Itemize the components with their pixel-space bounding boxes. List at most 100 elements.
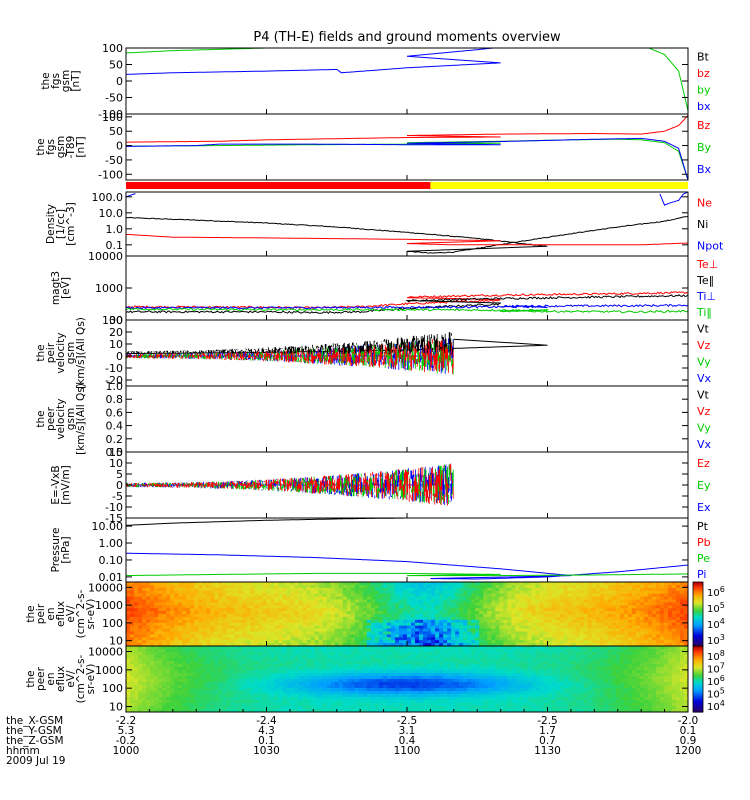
heat-cell — [547, 643, 553, 646]
heat-cell — [487, 619, 492, 624]
heat-cell — [326, 697, 332, 701]
heat-cell — [386, 611, 392, 615]
heat-cell — [274, 634, 280, 638]
heat-cell — [491, 643, 496, 646]
heat-cell — [675, 637, 681, 641]
heat-cell — [198, 605, 203, 609]
heat-cell — [635, 596, 641, 601]
heat-cell — [250, 679, 256, 683]
heat-cell — [503, 608, 508, 612]
heat-cell — [483, 587, 488, 592]
heat-cell — [378, 631, 384, 635]
heat-cell — [322, 646, 328, 650]
heat-cell — [330, 587, 336, 592]
heat-cell — [322, 625, 328, 630]
heat-cell — [238, 670, 244, 674]
heat-cell — [338, 619, 344, 624]
heat-cell — [487, 640, 492, 644]
heat-cell — [238, 643, 244, 646]
heat-cell — [603, 584, 609, 589]
heat-cell — [270, 682, 276, 686]
heat-cell — [358, 646, 364, 650]
heat-cell — [290, 691, 296, 695]
heat-cell — [354, 634, 360, 638]
heat-cell — [531, 611, 537, 615]
heat-cell — [487, 634, 492, 638]
heat-cell — [587, 634, 593, 638]
heat-cell — [126, 691, 131, 695]
heat-cell — [186, 637, 191, 641]
heat-cell — [198, 679, 203, 683]
heat-cell — [675, 582, 681, 586]
heat-cell — [286, 658, 292, 662]
heat-cell — [535, 608, 541, 612]
heat-cell — [262, 643, 268, 646]
heat-cell — [218, 631, 223, 635]
heat-cell — [274, 649, 280, 653]
heat-cell — [298, 590, 304, 595]
heat-cell — [419, 640, 424, 644]
heat-cell — [322, 682, 328, 686]
heat-cell — [338, 685, 344, 689]
heat-cell — [563, 622, 569, 627]
heat-cell — [274, 608, 280, 612]
heat-cell — [362, 625, 368, 630]
heat-cell — [290, 622, 296, 627]
heat-cell — [270, 622, 276, 627]
heat-cell — [511, 590, 516, 595]
colorbar-cell — [693, 626, 703, 629]
heat-cell — [374, 605, 380, 609]
heat-cell — [286, 682, 292, 686]
heat-cell — [679, 619, 685, 624]
heat-cell — [683, 628, 688, 633]
heat-cell — [527, 616, 533, 621]
heat-cell — [298, 643, 304, 646]
heat-cell — [218, 596, 223, 601]
heat-cell — [318, 661, 324, 665]
heat-cell — [270, 640, 276, 644]
heat-cell — [130, 628, 135, 633]
heat-cell — [431, 643, 436, 646]
heat-cell — [314, 658, 320, 662]
heat-cell — [631, 605, 637, 609]
heat-cell — [154, 596, 159, 601]
heat-cell — [659, 622, 665, 627]
heat-cell — [547, 614, 553, 618]
heat-cell — [382, 622, 388, 627]
heat-cell — [483, 622, 488, 627]
heat-cell — [158, 614, 163, 618]
heat-cell — [290, 646, 296, 650]
heat-cell — [587, 643, 593, 646]
heat-cell — [575, 608, 581, 612]
heat-cell — [154, 637, 159, 641]
heat-cell — [302, 667, 308, 671]
heat-cell — [130, 611, 135, 615]
heat-cell — [651, 611, 657, 615]
heat-cell — [455, 582, 460, 586]
heat-cell — [318, 676, 324, 680]
heat-cell — [218, 602, 223, 606]
heat-cell — [162, 679, 167, 683]
heat-cell — [519, 582, 525, 586]
heat-cell — [286, 587, 292, 592]
heat-cell — [158, 667, 163, 671]
heat-cell — [495, 596, 500, 601]
heat-cell — [659, 596, 665, 601]
heat-cell — [374, 703, 380, 707]
heat-cell — [210, 619, 215, 624]
heat-cell — [459, 619, 464, 624]
heat-cell — [354, 631, 360, 635]
heat-cell — [471, 584, 476, 589]
heat-cell — [154, 643, 159, 646]
heat-cell — [455, 611, 460, 615]
heat-cell — [198, 649, 203, 653]
heat-cell — [210, 673, 215, 677]
heat-cell — [314, 667, 320, 671]
heat-cell — [210, 706, 215, 710]
heat-cell — [563, 602, 569, 606]
heat-cell — [142, 649, 147, 653]
heat-cell — [683, 582, 688, 586]
heat-cell — [447, 637, 452, 641]
heat-cell — [142, 631, 147, 635]
heat-cell — [599, 614, 605, 618]
